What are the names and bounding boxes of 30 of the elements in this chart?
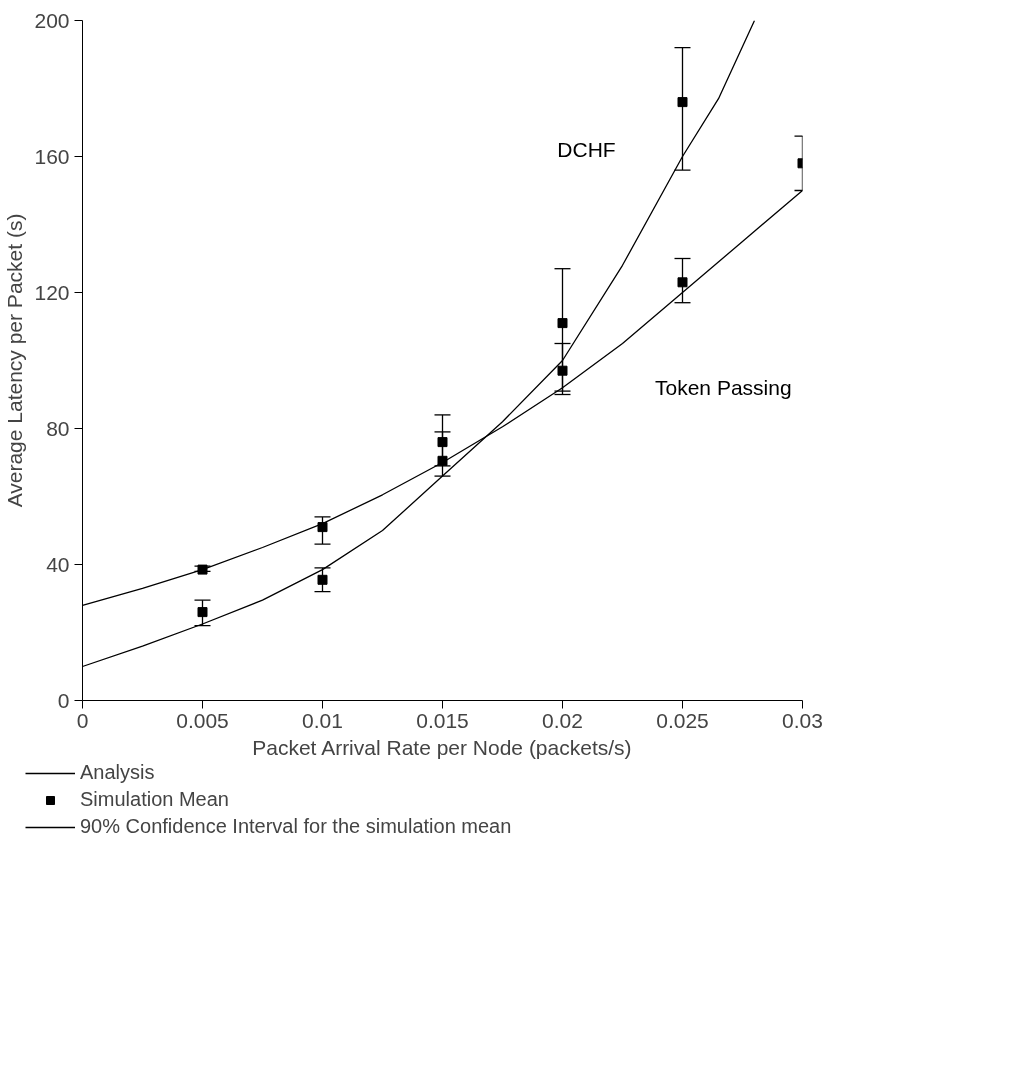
point — [317, 522, 328, 533]
x-tick-label: 0 — [76, 708, 89, 732]
point — [557, 365, 568, 376]
point — [437, 455, 448, 466]
annotation: Token Passing — [655, 376, 792, 400]
x-tick-label: 0.025 — [656, 708, 709, 732]
point — [557, 318, 568, 329]
y-tick-label: 120 — [34, 280, 70, 304]
y-tick-label: 40 — [46, 552, 70, 576]
y-axis-title: Average Latency per Packet (s) — [3, 213, 27, 508]
legend-label: Simulation Mean — [80, 788, 229, 811]
legend-label: Analysis — [80, 761, 155, 784]
point — [677, 97, 688, 108]
y-tick-label: 200 — [34, 8, 70, 32]
point — [437, 437, 448, 448]
x-axis-title: Packet Arrival Rate per Node (packets/s) — [252, 735, 632, 759]
annotation: DCHF — [557, 138, 616, 162]
y-tick-label: 160 — [34, 144, 70, 168]
x-tick-label: 0.01 — [302, 708, 343, 732]
y-tick-label: 0 — [57, 688, 70, 712]
y-tick-label: 80 — [46, 416, 70, 440]
point — [317, 574, 328, 585]
text: 90% Confidence Interval for the simulation mean — [80, 815, 512, 838]
point — [197, 564, 208, 575]
x-tick-label: 0.03 — [782, 708, 823, 732]
point — [197, 607, 208, 618]
x-tick-label: 0.02 — [542, 708, 583, 732]
point — [677, 277, 688, 288]
x-tick-label: 0.005 — [176, 708, 229, 732]
x-tick-label: 0.015 — [416, 708, 469, 732]
